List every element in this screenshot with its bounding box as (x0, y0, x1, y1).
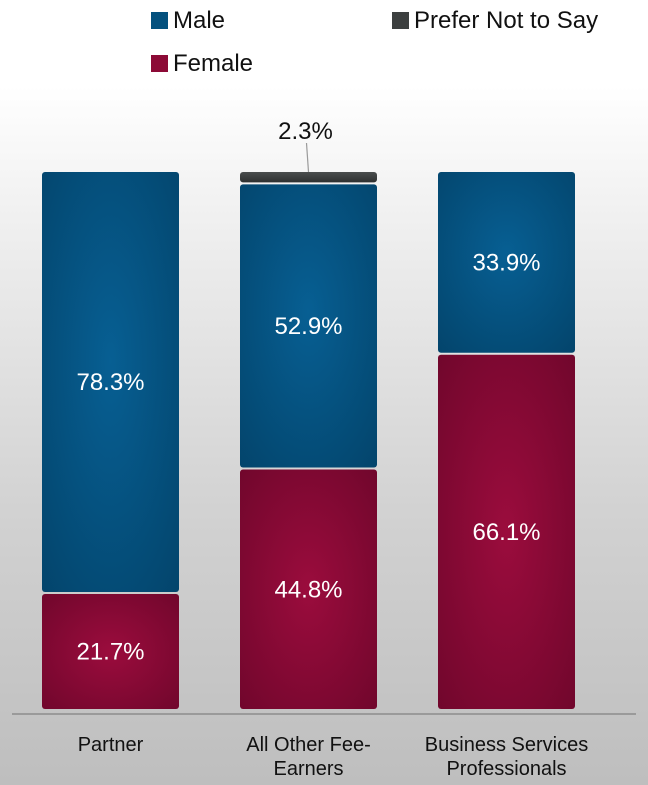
data-label-male-2: 52.9% (274, 313, 342, 340)
data-label-female-2: 44.8% (274, 576, 342, 603)
data-label-male-1: 78.3% (76, 369, 144, 396)
legend-swatch-male (151, 12, 168, 29)
x-tick-label-2: All Other Fee-Earners (246, 734, 370, 780)
x-tick-labels: Partner All Other Fee-Earners Business Ser… (78, 734, 589, 780)
data-labels-group: 21.7% 78.3% 44.8% 52.9% 2.3% 66.1% 33.9% (76, 118, 540, 666)
data-label-female-3: 66.1% (472, 519, 540, 546)
legend: Male Prefer Not to Say Female (151, 7, 598, 77)
data-label-female-1: 21.7% (76, 639, 144, 666)
bar-female-2 (240, 469, 377, 709)
bar-male-3 (438, 172, 575, 353)
x-tick-label-1: Partner (78, 734, 144, 756)
leader-line-prefer-not-to-say-2 (305, 142, 310, 173)
bar-prefer-not-to-say-2 (240, 172, 377, 183)
legend-swatch-female (151, 55, 168, 72)
legend-label-male: Male (173, 7, 225, 34)
bar-female-1 (42, 594, 179, 709)
bar-female-3 (438, 354, 575, 709)
data-label-prefer-not-to-say-2: 2.3% (278, 118, 333, 145)
data-label-male-3: 33.9% (472, 249, 540, 276)
legend-swatch-prefer-not-to-say (392, 12, 409, 29)
x-tick-label-3: Business Services Professionals (425, 734, 588, 780)
legend-label-female: Female (173, 50, 253, 77)
bar-male-2 (240, 184, 377, 468)
bar-male-1 (42, 172, 179, 593)
bars-group (42, 172, 575, 709)
legend-label-prefer-not-to-say: Prefer Not to Say (414, 7, 598, 34)
